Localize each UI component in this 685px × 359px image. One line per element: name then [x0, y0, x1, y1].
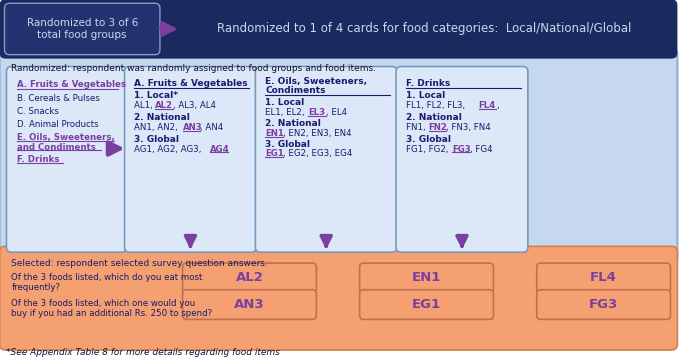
Text: , FN3, FN4: , FN3, FN4	[446, 123, 491, 132]
Text: 2. National: 2. National	[406, 113, 462, 122]
Text: *See Appendix Table 8 for more details regarding food items: *See Appendix Table 8 for more details r…	[6, 348, 280, 357]
Text: FL4: FL4	[479, 101, 496, 110]
FancyBboxPatch shape	[0, 49, 677, 263]
Text: , EL4: , EL4	[326, 108, 347, 117]
Text: 3. Global: 3. Global	[265, 140, 310, 149]
Text: Randomized to 3 of 6
total food groups: Randomized to 3 of 6 total food groups	[27, 18, 138, 40]
Text: 3. Global: 3. Global	[134, 135, 179, 144]
Text: Randomized: respondent was randomly assigned to food groups and food items.: Randomized: respondent was randomly assi…	[12, 64, 376, 73]
FancyBboxPatch shape	[537, 263, 671, 293]
FancyBboxPatch shape	[360, 263, 493, 293]
Text: , EG2, EG3, EG4: , EG2, EG3, EG4	[283, 149, 352, 158]
Text: FL4: FL4	[590, 271, 617, 284]
FancyBboxPatch shape	[537, 290, 671, 320]
Text: 1. Local: 1. Local	[265, 98, 304, 107]
Text: EN1: EN1	[265, 129, 284, 138]
Text: ,: ,	[497, 101, 499, 110]
Text: FN1,: FN1,	[406, 123, 428, 132]
Text: A. Fruits & Vegetables: A. Fruits & Vegetables	[17, 80, 126, 89]
Text: , EN2, EN3, EN4: , EN2, EN3, EN4	[283, 129, 351, 138]
FancyBboxPatch shape	[125, 66, 256, 252]
Text: Condiments: Condiments	[265, 86, 325, 95]
FancyBboxPatch shape	[396, 66, 528, 252]
Text: Randomized to 1 of 4 cards for food categories:  Local/National/Global: Randomized to 1 of 4 cards for food cate…	[217, 23, 632, 36]
FancyBboxPatch shape	[183, 263, 316, 293]
Text: 1. Local: 1. Local	[406, 91, 445, 100]
Text: FG3: FG3	[589, 298, 619, 311]
Text: and Condiments: and Condiments	[17, 143, 96, 151]
Text: , AL3, AL4: , AL3, AL4	[173, 101, 216, 110]
Text: EL3: EL3	[308, 108, 325, 117]
FancyBboxPatch shape	[5, 3, 160, 55]
Text: EN1: EN1	[412, 271, 441, 284]
Text: 2. National: 2. National	[265, 119, 321, 128]
Text: AN3: AN3	[183, 123, 202, 132]
Text: 1. Local*: 1. Local*	[134, 91, 178, 100]
FancyBboxPatch shape	[256, 66, 397, 252]
Text: B. Cereals & Pulses: B. Cereals & Pulses	[17, 94, 100, 103]
FancyBboxPatch shape	[6, 66, 127, 252]
Text: C. Snacks: C. Snacks	[17, 107, 59, 116]
FancyBboxPatch shape	[183, 290, 316, 320]
Text: FG3: FG3	[452, 145, 471, 154]
Text: E. Oils, Sweeteners,: E. Oils, Sweeteners,	[17, 133, 115, 142]
Text: EG1: EG1	[412, 298, 441, 311]
Text: EG1: EG1	[265, 149, 284, 158]
Text: Selected: respondent selected survey question answers.: Selected: respondent selected survey que…	[12, 259, 268, 268]
Text: F. Drinks: F. Drinks	[406, 79, 450, 88]
Text: FN2: FN2	[429, 123, 447, 132]
Text: FG1, FG2,: FG1, FG2,	[406, 145, 451, 154]
Text: AL1,: AL1,	[134, 101, 156, 110]
Text: AL2: AL2	[155, 101, 173, 110]
Text: AG1, AG2, AG3,: AG1, AG2, AG3,	[134, 145, 205, 154]
Text: AL2: AL2	[236, 271, 264, 284]
Text: 2. National: 2. National	[134, 113, 190, 122]
FancyBboxPatch shape	[0, 246, 677, 350]
Text: EL1, EL2,: EL1, EL2,	[265, 108, 308, 117]
Text: AG4: AG4	[210, 145, 230, 154]
Text: , FG4: , FG4	[470, 145, 493, 154]
Text: F. Drinks: F. Drinks	[17, 155, 60, 164]
Text: E. Oils, Sweeteners,: E. Oils, Sweeteners,	[265, 78, 367, 87]
FancyBboxPatch shape	[360, 290, 493, 320]
Text: D. Animal Products: D. Animal Products	[17, 120, 99, 129]
Text: AN1, AN2,: AN1, AN2,	[134, 123, 181, 132]
Text: , AN4: , AN4	[200, 123, 223, 132]
Text: A. Fruits & Vegetables: A. Fruits & Vegetables	[134, 79, 248, 88]
Text: AN3: AN3	[234, 298, 265, 311]
Text: Of the 3 foods listed, which do you eat most
frequently?: Of the 3 foods listed, which do you eat …	[12, 273, 203, 292]
Text: 3. Global: 3. Global	[406, 135, 451, 144]
Text: Of the 3 foods listed, which one would you
buy if you had an additional Rs. 250 : Of the 3 foods listed, which one would y…	[12, 299, 212, 318]
Text: FL1, FL2, FL3,: FL1, FL2, FL3,	[406, 101, 468, 110]
FancyBboxPatch shape	[0, 0, 677, 59]
